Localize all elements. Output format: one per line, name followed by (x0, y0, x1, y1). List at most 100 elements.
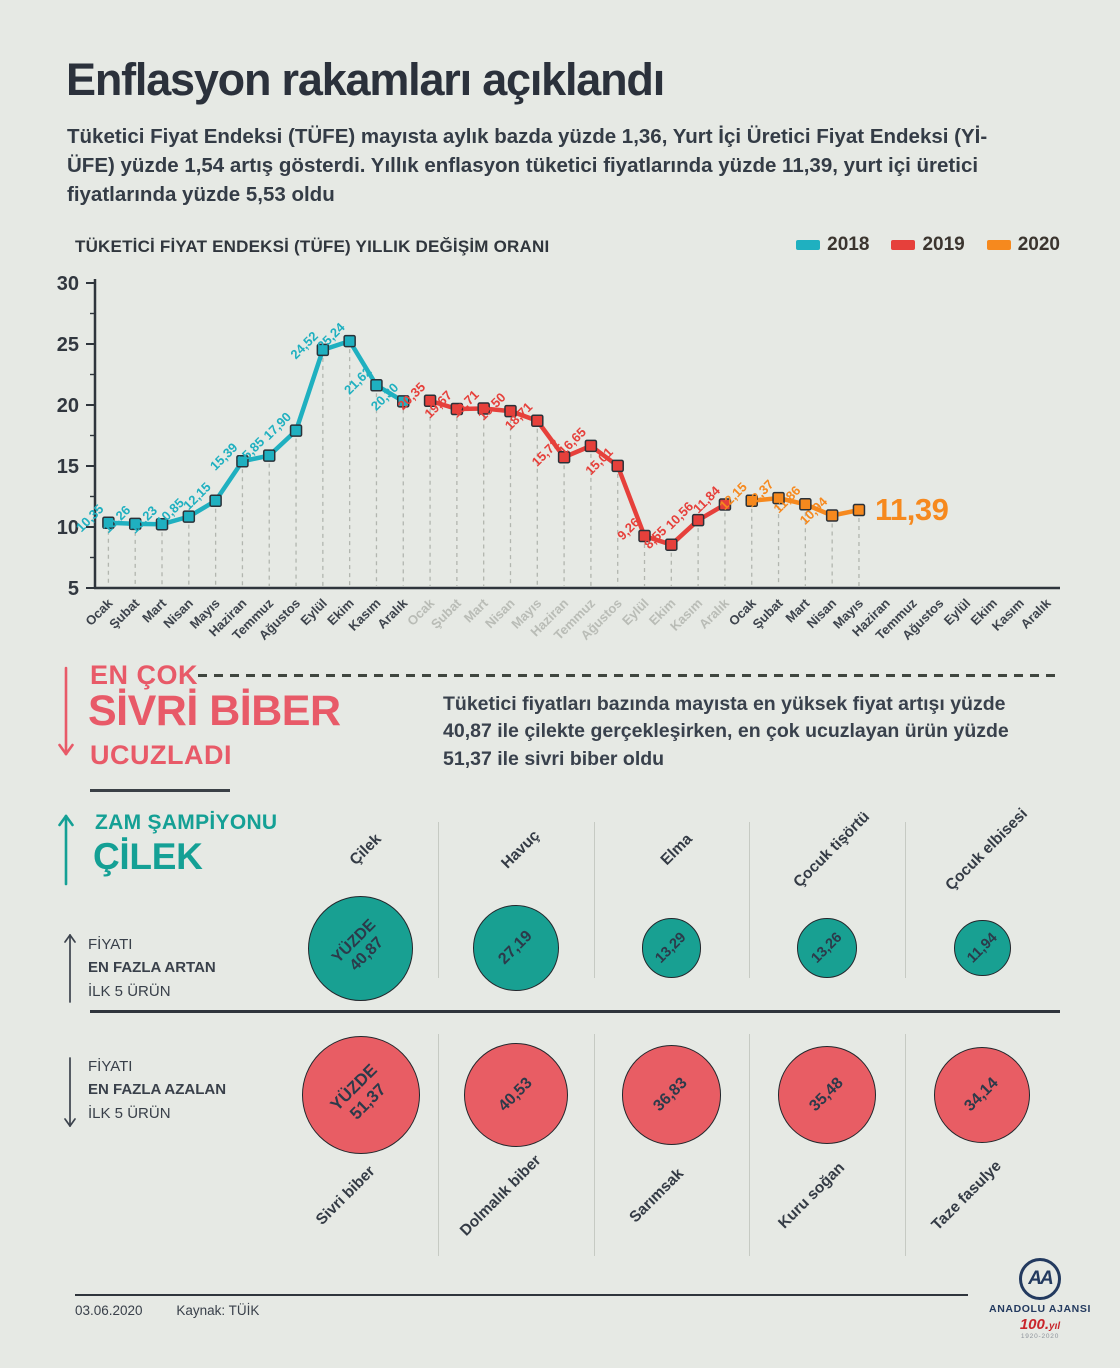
data-point-marker (128, 517, 142, 531)
value-label: 12,15 (716, 479, 750, 513)
label-line: FİYATI (88, 1058, 133, 1075)
value-label: 10,26 (100, 502, 134, 536)
bubble-value: 27,19 (495, 927, 536, 968)
label-line: FİYATI (88, 936, 133, 953)
column-divider (593, 822, 595, 978)
bubble-decrease: 35,48 (777, 1046, 876, 1144)
value-label: 15,85 (234, 434, 268, 468)
data-point-marker (665, 538, 678, 551)
value-label: 10,35 (73, 501, 107, 535)
bubble-value: 40,53 (495, 1074, 536, 1115)
bubble-label: Elma (657, 830, 696, 869)
bubble-value: YÜZDE 40,87 (328, 915, 387, 975)
logo-name: ANADOLU AJANSI (989, 1303, 1091, 1315)
x-month-label: Eylül (297, 596, 330, 629)
value-label: 19,67 (421, 388, 455, 422)
x-month-label: Eylül (941, 596, 974, 629)
y-tick-label: 25 (57, 334, 79, 356)
legend-swatch (891, 240, 916, 250)
data-point-marker (102, 516, 115, 529)
bubble-decrease: YÜZDE 51,37 (301, 1036, 420, 1154)
highlight-paragraph: Tüketici fiyatları bazında mayısta en yü… (443, 693, 1009, 770)
label-top5-increase: FİYATI EN FAZLA ARTAN İLK 5 ÜRÜN (88, 933, 216, 1003)
bubble-increase: 13,26 (796, 918, 857, 978)
short-divider (90, 789, 230, 792)
data-point-marker (825, 509, 839, 522)
data-point-marker (397, 395, 410, 408)
column-divider (438, 822, 440, 978)
value-label: 19,50 (475, 390, 509, 424)
x-month-label: Eylül (619, 596, 652, 629)
section-heading-ucuzladi: UCUZLADI (90, 740, 232, 770)
chart-legend: 2018 2019 2020 (795, 234, 1060, 256)
footer-date: 03.06.2020 (75, 1303, 143, 1318)
data-point-marker (155, 517, 169, 531)
anadolu-ajansi-logo: AA ANADOLU AJANSI 100.yıl 1920-2020 (983, 1258, 1097, 1340)
footer-source: Kaynak: TÜİK (176, 1303, 260, 1318)
data-point-marker (450, 402, 464, 416)
data-point-marker (611, 459, 624, 473)
data-point-marker (289, 424, 303, 437)
data-point-marker (236, 454, 249, 468)
label-line-bold: EN FAZLA ARTAN (88, 959, 216, 977)
legend-item: 2018 (796, 234, 869, 256)
bubble-decrease: 34,14 (934, 1047, 1031, 1143)
footer-text: 03.06.2020 Kaynak: TÜİK (75, 1303, 259, 1318)
column-divider (904, 1034, 906, 1256)
rows-divider (90, 1010, 1060, 1013)
data-point-marker (557, 450, 571, 464)
chart-title: TÜKETİCİ FİYAT ENDEKSİ (TÜFE) YILLIK DEĞ… (75, 237, 550, 256)
y-tick-label: 15 (57, 456, 79, 478)
logo-100: 100. (1019, 1316, 1050, 1333)
section-heading-sivribiber: SİVRİ BİBER (88, 687, 341, 735)
legend-swatch (796, 240, 821, 250)
x-month-label: Aralık (374, 595, 411, 632)
section-heading-cilek: ÇİLEK (93, 836, 203, 877)
column-divider (749, 1034, 751, 1256)
column-divider (438, 1034, 440, 1256)
label-top5-decrease: FİYATI EN FAZLA AZALAN İLK 5 ÜRÜN (88, 1055, 226, 1125)
data-point-marker (477, 402, 490, 415)
logo-years: 1920-2020 (1020, 1333, 1060, 1340)
data-point-marker (638, 529, 651, 543)
bubble-label: Çocuk elbisesi (942, 805, 1032, 895)
x-month-label: Aralık (1018, 595, 1055, 632)
bubble-decrease: 40,53 (463, 1042, 569, 1148)
label-line: İLK 5 ÜRÜN (88, 982, 171, 1000)
data-point-marker (262, 449, 276, 462)
x-month-label: Aralık (696, 595, 733, 632)
data-point-marker (745, 494, 758, 508)
y-tick-label: 10 (57, 517, 79, 539)
bubble-decrease: 36,83 (621, 1045, 722, 1145)
data-point-marker (799, 498, 812, 511)
up-arrow-icon (58, 814, 74, 886)
data-point-marker (691, 513, 705, 527)
data-point-marker (531, 414, 544, 427)
data-point-marker (504, 404, 517, 418)
bubble-value: 13,26 (808, 929, 846, 967)
logo-anniversary: 100.yıl (983, 1316, 1097, 1333)
data-point-marker (584, 439, 598, 453)
data-point-marker (852, 503, 866, 517)
down-arrow-icon (58, 666, 74, 756)
data-point-marker (772, 491, 785, 505)
bubble-value: 36,83 (650, 1074, 692, 1115)
x-month-label: Şubat (106, 595, 143, 632)
value-label: 15,72 (529, 436, 563, 470)
legend-label: 2019 (922, 234, 965, 255)
column-divider (749, 822, 751, 978)
column-divider (904, 822, 906, 978)
bubble-value: YÜZDE 51,37 (326, 1060, 390, 1124)
y-tick-label: 5 (68, 578, 79, 600)
data-point-marker (343, 334, 356, 348)
bubble-value: 34,14 (961, 1074, 1002, 1115)
value-label: 21,62 (341, 364, 375, 398)
label-line: İLK 5 ÜRÜN (88, 1104, 171, 1122)
bubble-increase: 11,94 (953, 919, 1011, 977)
logo-yil: yıl (1049, 1321, 1061, 1332)
legend-label: 2020 (1017, 234, 1060, 255)
dashed-divider (198, 674, 1060, 677)
tufe-line-chart: 51015202530OcakŞubatMartNisanMayısHazira… (57, 273, 1060, 643)
bubble-value: 13,29 (652, 929, 690, 967)
y-tick-label: 20 (57, 395, 79, 417)
